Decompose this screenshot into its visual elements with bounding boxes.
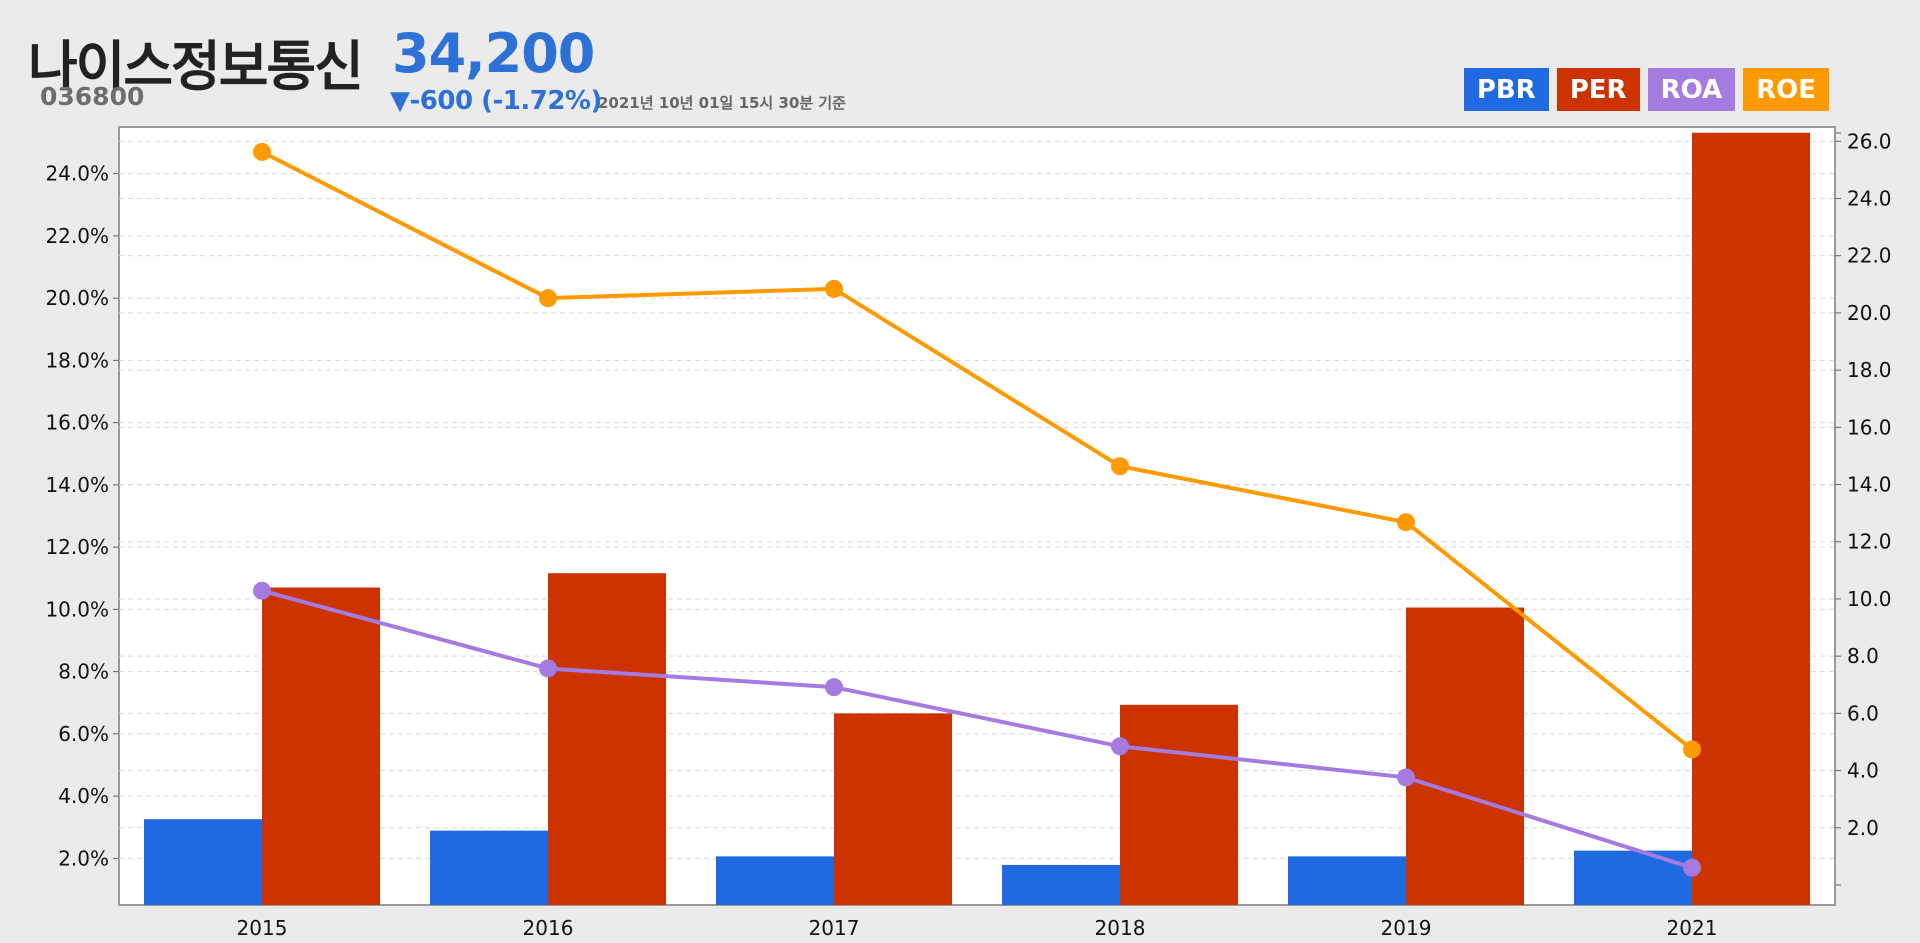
x-tick-label: 2016 <box>523 916 574 939</box>
point-roa <box>1111 737 1129 756</box>
right-tick-label: 8.0 <box>1847 644 1879 668</box>
as-of-timestamp: 2021년 10년 01일 15시 30분 기준 <box>598 94 846 112</box>
point-roe <box>1683 740 1701 759</box>
plot-area <box>118 126 1836 906</box>
line-roa <box>261 588 1693 870</box>
right-tick-label: 14.0 <box>1847 473 1892 497</box>
left-tick-label: 20.0% <box>45 286 109 310</box>
ticker-code: 036800 <box>40 82 145 111</box>
x-tick-label: 2015 <box>237 916 288 939</box>
left-tick-label: 10.0% <box>45 597 109 621</box>
legend-roa[interactable]: ROA <box>1647 68 1736 111</box>
left-tick-label: 16.0% <box>45 411 109 435</box>
left-tick-label: 18.0% <box>45 348 109 372</box>
legend-pbr[interactable]: PBR <box>1463 68 1549 111</box>
bar-pbr <box>1288 856 1406 905</box>
point-roa <box>1397 768 1415 787</box>
point-roa <box>1683 858 1701 877</box>
bar-per <box>262 587 380 905</box>
header: 나이스정보통신 036800 34,200 ▼-600 (-1.72%) 202… <box>0 0 1920 125</box>
bar-pbr <box>430 830 548 905</box>
x-tick-label: 2017 <box>809 916 860 939</box>
point-roa <box>825 678 843 697</box>
line-roe <box>261 150 1694 751</box>
bar-pbr <box>1574 850 1692 905</box>
chart-legend: PBR PER ROA ROE <box>1463 68 1829 111</box>
bar-per <box>1406 607 1524 905</box>
right-tick-label: 16.0 <box>1847 415 1892 439</box>
left-tick-label: 12.0% <box>45 535 109 559</box>
x-tick-label: 2019 <box>1381 916 1432 939</box>
right-tick-label: 24.0 <box>1847 187 1892 211</box>
bar-pbr <box>1002 864 1120 905</box>
company-name: 나이스정보통신 <box>28 35 364 98</box>
left-tick-label: 8.0% <box>58 660 109 684</box>
bar-pbr <box>144 819 262 905</box>
legend-per[interactable]: PER <box>1556 68 1640 111</box>
bar-per <box>1692 132 1810 905</box>
left-tick-label: 24.0% <box>45 162 109 186</box>
point-roe <box>825 279 843 298</box>
right-tick-label: 6.0 <box>1847 701 1879 725</box>
bar-per <box>548 573 666 905</box>
right-tick-label: 2.0 <box>1847 816 1879 840</box>
right-tick-label: 26.0 <box>1847 129 1892 153</box>
right-tick-label: 20.0 <box>1847 301 1892 325</box>
right-tick-label: 12.0 <box>1847 530 1892 554</box>
x-tick-label: 2018 <box>1095 916 1146 939</box>
right-tick-label: 10.0 <box>1847 587 1892 611</box>
stock-price: 34,200 <box>392 22 595 85</box>
point-roe <box>1397 513 1415 532</box>
point-roa <box>539 659 557 678</box>
left-tick-label: 2.0% <box>58 846 109 870</box>
x-tick-label: 2021 <box>1667 916 1718 939</box>
point-roe <box>253 142 271 161</box>
point-roa <box>253 581 271 600</box>
bar-per <box>834 713 952 905</box>
right-tick-label: 4.0 <box>1847 759 1879 783</box>
left-tick-label: 14.0% <box>45 473 109 497</box>
left-tick-label: 22.0% <box>45 224 109 248</box>
left-tick-label: 6.0% <box>58 722 109 746</box>
right-tick-label: 18.0 <box>1847 358 1892 382</box>
bar-pbr <box>716 856 834 905</box>
bar-per <box>1120 704 1238 905</box>
point-roe <box>1111 457 1129 476</box>
left-tick-label: 4.0% <box>58 784 109 808</box>
right-tick-label: 22.0 <box>1847 244 1892 268</box>
point-roe <box>539 289 557 308</box>
price-change: ▼-600 (-1.72%) <box>390 86 602 116</box>
legend-roe[interactable]: ROE <box>1743 68 1829 111</box>
